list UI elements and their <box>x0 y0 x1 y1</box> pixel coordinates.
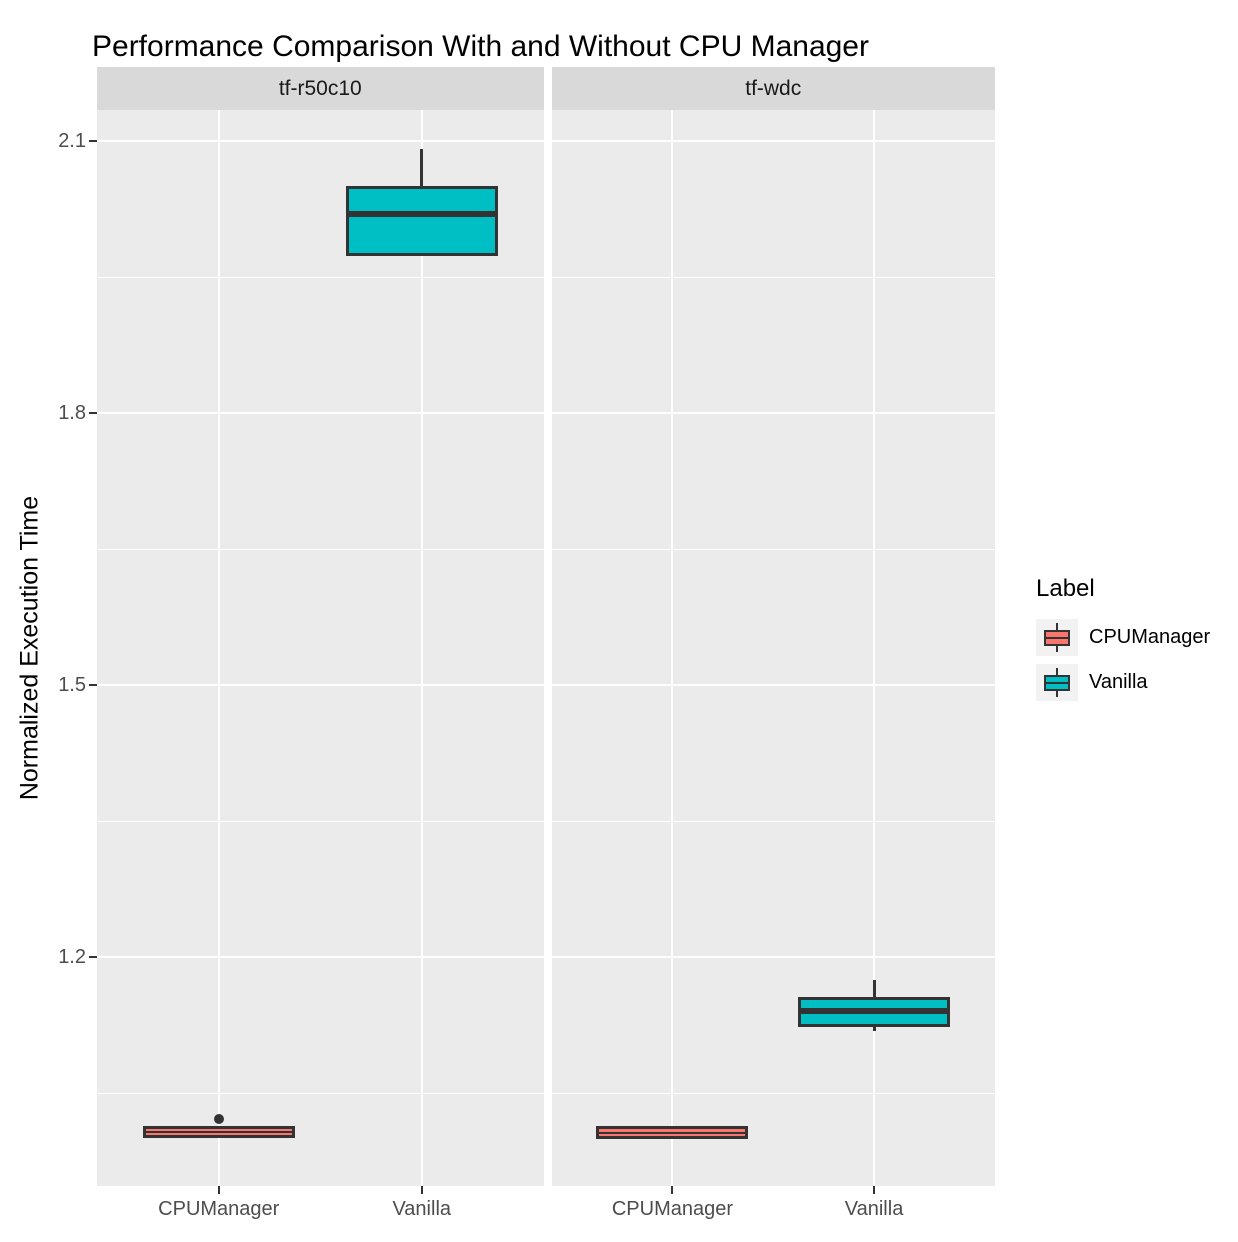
facet-panel <box>551 110 995 1186</box>
legend-key-median <box>1044 681 1070 684</box>
legend: Label CPUManager Vanilla <box>1036 575 1210 709</box>
facet-strip-label: tf-wdc <box>745 76 802 100</box>
gridline-major-vertical <box>873 110 876 1186</box>
chart-title: Performance Comparison With and Without … <box>92 30 869 63</box>
gridline-major-horizontal <box>97 140 544 142</box>
x-tick-label: Vanilla <box>844 1198 904 1220</box>
gridline-major-horizontal <box>97 684 544 687</box>
legend-key <box>1036 619 1078 656</box>
gridline-minor-horizontal <box>97 820 544 822</box>
gridline-minor-horizontal <box>551 1092 995 1094</box>
median-line <box>599 1131 746 1134</box>
whisker-upper <box>872 979 876 1000</box>
gridline-major-horizontal <box>97 956 544 959</box>
y-tick-label: 1.8 <box>58 402 86 425</box>
legend-key-whisker-upper <box>1056 668 1058 676</box>
x-tick-mark <box>217 1186 220 1194</box>
median-line <box>348 211 495 218</box>
y-axis-title: Normalized Execution Time <box>15 495 44 801</box>
gridline-minor-horizontal <box>551 276 995 278</box>
facet-strip-label: tf-r50c10 <box>278 76 362 100</box>
legend-entry-label: CPUManager <box>1089 626 1211 648</box>
median-line <box>801 1008 948 1015</box>
y-tick-mark <box>89 140 97 142</box>
y-tick-label: 1.5 <box>58 674 86 697</box>
gridline-minor-horizontal <box>97 548 544 550</box>
legend-entry: CPUManager <box>1036 619 1210 656</box>
y-tick-label: 1.2 <box>58 946 86 969</box>
y-tick-mark <box>89 956 97 959</box>
outlier-point <box>213 1114 224 1125</box>
legend-title: Label <box>1036 575 1095 602</box>
legend-entry-label: Vanilla <box>1089 671 1148 693</box>
x-tick-label: Vanilla <box>392 1198 452 1220</box>
boxplot-box <box>345 186 498 256</box>
facet-panel <box>97 110 544 1186</box>
legend-key-median <box>1044 636 1070 639</box>
y-tick-mark <box>89 412 97 415</box>
whisker-lower <box>872 1024 876 1032</box>
y-tick-mark <box>89 684 97 687</box>
gridline-major-vertical <box>420 110 423 1186</box>
gridline-major-horizontal <box>551 956 995 959</box>
median-line <box>145 1130 292 1133</box>
x-tick-mark <box>420 1186 423 1194</box>
legend-key-whisker-lower <box>1056 644 1058 652</box>
facet-strip: tf-r50c10 <box>97 67 544 110</box>
gridline-minor-horizontal <box>551 820 995 822</box>
y-tick-label: 2.1 <box>58 130 86 152</box>
x-tick-mark <box>873 1186 876 1194</box>
gridline-major-horizontal <box>97 412 544 415</box>
x-tick-label: CPUManager <box>611 1198 734 1220</box>
legend-key <box>1036 664 1078 701</box>
gridline-minor-horizontal <box>97 1092 544 1094</box>
x-tick-label: CPUManager <box>158 1198 280 1220</box>
x-tick-mark <box>671 1186 674 1194</box>
gridline-major-vertical <box>217 110 220 1186</box>
facet-strip: tf-wdc <box>551 67 995 110</box>
gridline-major-horizontal <box>551 140 995 142</box>
gridline-major-horizontal <box>551 684 995 687</box>
legend-entries: CPUManager Vanilla <box>1036 619 1210 701</box>
gridline-minor-horizontal <box>97 276 544 278</box>
legend-key-whisker-lower <box>1056 689 1058 697</box>
legend-key-whisker-upper <box>1056 623 1058 631</box>
gridline-major-horizontal <box>551 412 995 415</box>
gridline-major-vertical <box>671 110 674 1186</box>
gridline-minor-horizontal <box>551 548 995 550</box>
whisker-upper <box>420 149 424 190</box>
legend-entry: Vanilla <box>1036 664 1210 701</box>
